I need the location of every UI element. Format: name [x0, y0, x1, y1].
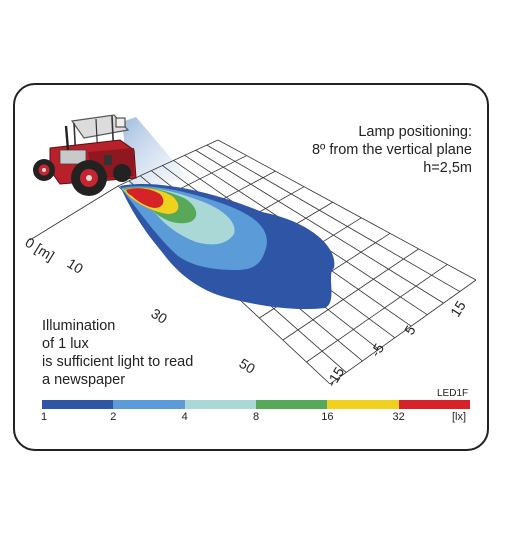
distance-tick-labels: 10 30 50 [64, 255, 258, 377]
grid-line-longitudinal [217, 139, 477, 281]
illumination-note: Illumination of 1 lux is sufficient ligh… [42, 317, 193, 389]
distance-tick-label: 50 [236, 355, 258, 377]
lux-scale-segment [113, 400, 185, 409]
isolux-zones [120, 183, 335, 310]
lux-scale-tick: 8 [252, 411, 260, 423]
lux-scale-tick: 2 [110, 411, 117, 423]
distance-tick-label: 30 [148, 305, 170, 327]
lateral-tick-label: 5 [401, 322, 419, 337]
lateral-tick-label: 15 [447, 298, 469, 320]
lux-scale-segment [398, 400, 470, 409]
lux-scale-segment [255, 400, 328, 409]
lux-scale-segment [327, 400, 399, 409]
lateral-tick-label: -5 [367, 340, 387, 359]
product-code: LED1F [437, 388, 469, 399]
lux-scale-tick: 4 [181, 411, 188, 423]
grid-line-transverse [282, 248, 419, 341]
distance-tick-label: 10 [64, 255, 86, 277]
lux-scale-segment [42, 400, 114, 409]
grid-line-longitudinal [206, 144, 460, 292]
illumination-note-line2: of 1 lux [42, 336, 89, 352]
light-beam [122, 117, 188, 192]
lux-scale-tick: 32 [392, 411, 405, 423]
lateral-tick-labels: 15 5 -5 -15 [323, 298, 469, 390]
lux-scale-tick: 16 [321, 411, 334, 423]
distance-axis-extension [29, 185, 119, 241]
lux-scale-tick: 1 [40, 411, 48, 423]
grid-line-transverse [306, 264, 448, 363]
lux-scale-bar [42, 400, 470, 409]
lux-unit-label: [lx] [452, 411, 467, 423]
lamp-note-line1: Lamp positioning: [358, 124, 472, 140]
lamp-positioning-note: Lamp positioning: 8º from the vertical p… [296, 123, 472, 177]
lamp-note-line2: 8º from the vertical plane [311, 142, 472, 158]
illumination-note-line1: Illumination [42, 318, 116, 334]
lamp-note-line3: h=2,5m [423, 160, 472, 176]
grid-line-transverse [329, 279, 477, 385]
tractor-illustration [33, 114, 137, 196]
distance-label-origin: 0 [m] [22, 234, 57, 264]
zone-32-lux [126, 188, 164, 208]
grid-line-longitudinal [195, 149, 444, 304]
lux-scale-segment [184, 400, 256, 409]
illumination-note-line3: is sufficient light to read [42, 354, 194, 370]
illumination-note-line4: a newspaper [42, 372, 126, 388]
lateral-tick-label: -15 [323, 364, 347, 390]
